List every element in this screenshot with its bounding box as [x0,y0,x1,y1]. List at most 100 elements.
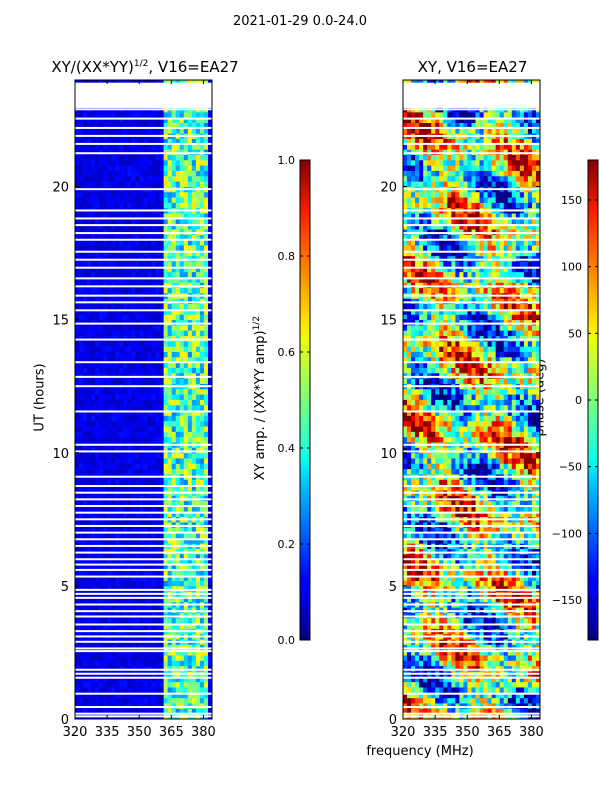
heatmap-cell [95,564,100,571]
heatmap-cell [175,282,181,289]
heatmap-cell [75,394,80,400]
heatmap-cell [159,431,165,438]
heatmap-cell [127,553,132,560]
heatmap-cell [199,484,205,491]
heatmap-cell [107,229,112,235]
heatmap-cell [175,703,181,709]
flagged-row [75,676,212,679]
heatmap-cell [135,559,140,565]
heatmap-cell [175,410,181,416]
heatmap-cell [131,681,136,688]
heatmap-cell [411,596,416,603]
heatmap-cell [199,191,205,198]
heatmap-cell [195,676,201,683]
heatmap-cell [159,399,165,406]
heatmap-cell [147,154,152,161]
heatmap-cell [467,687,472,693]
heatmap-cell [87,330,92,336]
flagged-row [75,491,212,494]
heatmap-cell [151,223,156,230]
heatmap-cell [107,660,112,667]
heatmap-cell [79,356,84,363]
heatmap-cell [99,324,104,331]
heatmap-cell [75,399,80,406]
heatmap-cell [183,532,189,539]
heatmap-cell [139,553,144,560]
heatmap-cell [443,575,448,581]
heatmap-cell [207,191,213,198]
heatmap-cell [143,495,148,502]
heatmap-cell [175,330,181,336]
heatmap-cell [75,330,80,336]
heatmap-cell [435,687,440,693]
heatmap-cell [119,553,124,560]
heatmap-cell [155,564,161,571]
heatmap-cell [179,314,185,321]
heatmap-cell [423,596,428,603]
heatmap-cell [195,271,201,278]
heatmap-cell [507,617,513,624]
heatmap-cell [83,314,88,321]
heatmap-cell [147,420,152,427]
heatmap-cell [423,697,428,704]
heatmap-cell [79,553,84,560]
heatmap-cell [123,154,128,161]
heatmap-cell [531,708,537,715]
heatmap-cell [151,452,156,459]
heatmap-cell [95,245,100,251]
heatmap-cell [199,287,205,294]
heatmap-cell [103,175,108,182]
heatmap-cell [171,404,177,411]
heatmap-cell [199,692,205,699]
heatmap-cell [139,197,144,203]
heatmap-cell [447,569,452,576]
heatmap-cell [203,356,209,363]
heatmap-cell [459,676,464,683]
heatmap-cell [207,415,213,422]
heatmap-cell [155,452,161,459]
heatmap-cell [415,665,420,672]
heatmap-cell [195,388,201,395]
heatmap-cell [91,245,96,251]
heatmap-cell [423,617,428,624]
heatmap-cell [171,447,177,454]
heatmap-cell [139,559,144,565]
heatmap-cell [495,585,501,592]
heatmap-cell [523,692,529,699]
heatmap-cell [423,660,428,667]
heatmap-cell [179,569,185,576]
heatmap-cell [207,431,213,438]
heatmap-cell [147,484,152,491]
heatmap-cell [519,612,525,619]
heatmap-cell [495,660,501,667]
heatmap-cell [83,612,88,619]
heatmap-cell [207,149,213,155]
heatmap-cell [207,308,213,315]
heatmap-cell [107,495,112,502]
heatmap-cell [191,159,197,166]
heatmap-cell [167,681,173,688]
heatmap-cell [411,607,416,613]
heatmap-cell [83,340,88,347]
heatmap-cell [175,229,181,235]
heatmap-cell [107,298,112,305]
heatmap-cell [195,314,201,321]
flagged-row [75,706,212,709]
heatmap-cell [83,468,88,475]
heatmap-cell [171,271,177,278]
heatmap-cell [159,277,165,283]
heatmap-cell [135,548,140,555]
heatmap-cell [195,367,201,374]
flagged-row [75,640,212,643]
heatmap-cell [95,452,100,459]
heatmap-cell [143,415,148,422]
heatmap-cell [147,708,152,715]
heatmap-cell [487,580,493,587]
heatmap-cell [419,596,424,603]
heatmap-cell [515,575,521,581]
heatmap-cell [119,175,124,182]
heatmap-cell [431,655,436,661]
heatmap-cell [203,660,209,667]
heatmap-cell [99,346,104,352]
heatmap-cell [147,378,152,384]
